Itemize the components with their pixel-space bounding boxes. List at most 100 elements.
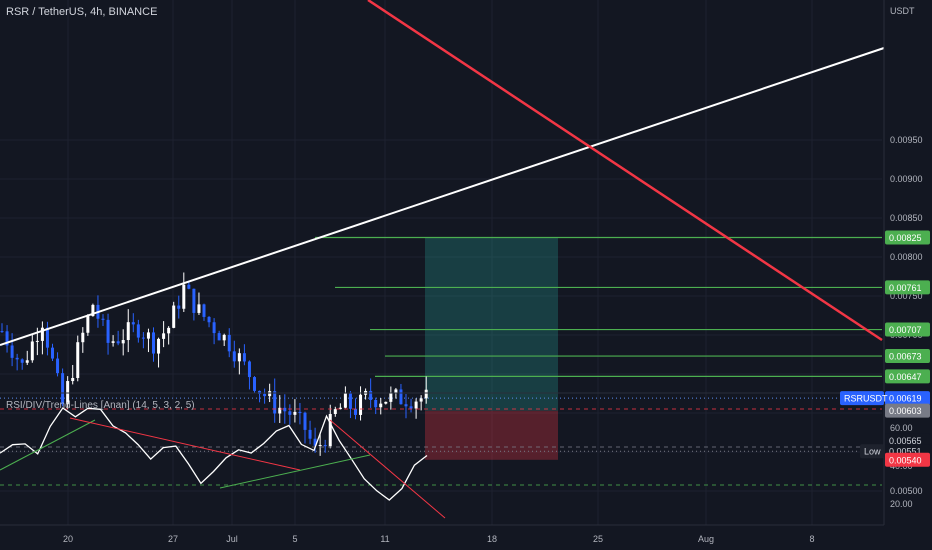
price-tag-label: 0.00603: [889, 406, 922, 416]
candle-body: [197, 304, 201, 313]
candle-body: [5, 331, 9, 346]
candle-body: [71, 377, 75, 382]
candle-body: [258, 390, 262, 394]
candles: [0, 272, 428, 456]
candle-body: [146, 332, 150, 339]
price-tag: [885, 230, 930, 245]
candle-body: [182, 284, 186, 309]
candle-body: [212, 322, 216, 334]
price-tag: [885, 280, 930, 295]
time-tick-label: 25: [593, 534, 603, 544]
time-tick-label: 27: [168, 534, 178, 544]
horizontal-levels: [315, 236, 882, 377]
rsi-tick-label: 60.00: [890, 423, 913, 433]
price-tag: [885, 403, 930, 418]
candle-body: [293, 411, 297, 415]
candle-body: [61, 373, 65, 405]
candle-body: [202, 304, 206, 317]
candle-body: [278, 407, 282, 414]
candle-body: [76, 342, 80, 378]
price-tag-label: 0.00619: [889, 394, 922, 404]
time-tick-label: 5: [292, 534, 297, 544]
candle-body: [354, 408, 357, 415]
resistance-trendline: [367, 0, 883, 342]
candle-body: [253, 377, 256, 391]
candle-body: [51, 347, 54, 359]
price-tag-label: 0.00707: [889, 325, 922, 335]
candle-body: [379, 403, 383, 408]
time-tick-label: 8: [809, 534, 814, 544]
candle-body: [126, 322, 130, 341]
candle-body: [273, 391, 277, 414]
symbol-title: RSR / TetherUS, 4h, BINANCE: [6, 6, 158, 18]
price-tag-label: 0.00647: [889, 372, 922, 382]
price-tag: [885, 452, 930, 467]
time-tick-label: 18: [487, 534, 497, 544]
candle-body: [217, 333, 221, 341]
price-tick-label: 0.00750: [890, 291, 923, 301]
rsi-line: [0, 407, 428, 501]
candle-body: [399, 389, 403, 405]
candle-body: [303, 412, 307, 430]
candle-body: [56, 358, 60, 374]
support-trendline: [0, 47, 885, 346]
candle-body: [242, 353, 246, 362]
indicator-title: RSI/DIV/Trend-Lines [Anan] (14, 5, 3, 2,…: [6, 400, 195, 411]
candle-body: [374, 399, 378, 408]
candle-body: [101, 318, 105, 320]
symbol-tag-label: RSRUSDT: [844, 394, 888, 404]
candle-body: [237, 353, 241, 362]
candle-body: [328, 413, 332, 447]
candle-body: [172, 305, 176, 328]
candle-body: [419, 398, 423, 402]
candle-body: [263, 393, 267, 397]
candle-body: [15, 357, 19, 360]
low-tag-label: Low: [864, 447, 881, 457]
candle-body: [81, 332, 85, 343]
time-tick-label: 20: [63, 534, 73, 544]
price-tick-label: 0.00800: [890, 252, 923, 262]
candle-body: [333, 409, 337, 414]
candle-body: [222, 334, 226, 341]
candle-body: [187, 284, 191, 289]
candle-body: [369, 390, 373, 400]
rsi-tick-label: 20.00: [890, 499, 913, 509]
price-tag: [885, 369, 930, 384]
candle-body: [313, 438, 317, 446]
candle-body: [268, 391, 272, 397]
candle-body: [131, 322, 135, 325]
candle-body: [404, 404, 408, 407]
stop-zone: [425, 410, 558, 460]
candle-body: [40, 327, 44, 341]
rsi-trendline: [69, 417, 301, 471]
candle-body: [389, 392, 393, 402]
price-tag-label: 0.00540: [889, 455, 922, 465]
candle-body: [177, 305, 181, 309]
trend-lines: [0, 0, 885, 346]
candle-body: [359, 394, 363, 415]
candle-body: [424, 389, 428, 399]
price-tag-label: 0.00673: [889, 352, 922, 362]
candle-body: [30, 341, 34, 361]
rsi-trendline: [0, 419, 96, 471]
price-tag-label: 0.00551: [889, 447, 922, 457]
candle-body: [157, 338, 161, 354]
candle-body: [20, 359, 24, 363]
candle-body: [35, 340, 39, 342]
candle-body: [116, 341, 120, 344]
candle-body: [348, 393, 352, 409]
candle-body: [25, 360, 29, 363]
time-tick-label: 11: [380, 534, 389, 544]
candle-body: [0, 331, 4, 333]
candle-body: [167, 327, 171, 334]
candle-body: [384, 401, 388, 404]
price-tag-label: 0.00565: [889, 436, 922, 446]
candle-body: [318, 445, 322, 447]
price-tick-label: 0.00850: [890, 213, 923, 223]
currency-label: USDT: [890, 6, 915, 16]
candle-body: [207, 316, 211, 323]
candle-body: [86, 316, 90, 333]
low-tag: [860, 444, 884, 459]
